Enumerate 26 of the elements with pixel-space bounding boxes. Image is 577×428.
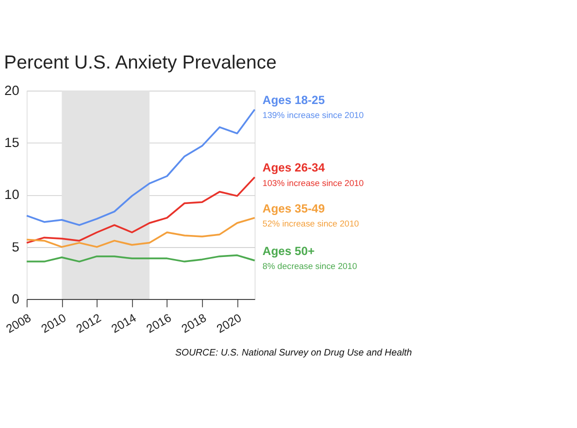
text: 103% increase since 2010 bbox=[262, 178, 364, 188]
text: 139% increase since 2010 bbox=[262, 110, 364, 120]
chart-title: Percent U.S. Anxiety Prevalence bbox=[4, 52, 277, 73]
x-tick-label: 2014 bbox=[109, 311, 139, 336]
y-tick-label: 0 bbox=[12, 291, 20, 306]
x-tick-label: 2016 bbox=[144, 311, 174, 336]
x-tick-label: 2020 bbox=[214, 311, 244, 336]
y-tick-label: 20 bbox=[4, 83, 20, 98]
series-label: Ages 50+ bbox=[262, 244, 315, 258]
series-label: Ages 18-25 bbox=[262, 94, 326, 107]
x-tick-label: 2008 bbox=[4, 311, 34, 336]
series-label: Ages 26-34 bbox=[262, 162, 326, 175]
y-tick-label: 5 bbox=[12, 239, 20, 254]
x-tick-label: 2018 bbox=[179, 311, 210, 336]
line-series bbox=[26, 216, 256, 248]
line-series bbox=[26, 254, 256, 262]
line-series bbox=[26, 108, 256, 226]
series-label: Ages 35-49 bbox=[262, 202, 326, 216]
line-series bbox=[26, 176, 256, 244]
text: 8% decrease since 2010 bbox=[262, 261, 358, 272]
text: 52% increase since 2010 bbox=[262, 218, 360, 228]
x-tick-label: 2010 bbox=[39, 311, 69, 336]
source-note: SOURCE: U.S. National Survey on Drug Use and Health bbox=[175, 346, 412, 358]
y-tick-label: 15 bbox=[4, 135, 20, 150]
x-tick-label: 2012 bbox=[74, 312, 104, 336]
y-tick-label: 10 bbox=[4, 187, 20, 202]
